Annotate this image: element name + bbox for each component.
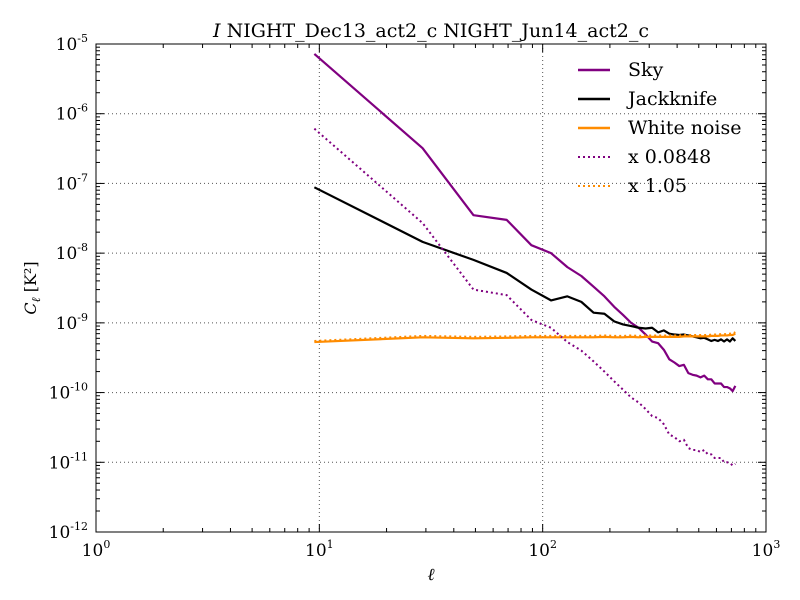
- y-axis-label: Cℓ [K²]: [21, 261, 43, 314]
- x-axis-label: ℓ: [427, 565, 434, 585]
- y-tick-label: 10-10: [49, 381, 88, 404]
- legend-label-jackknife: Jackknife: [626, 88, 717, 110]
- y-tick-label: 10-11: [49, 450, 88, 473]
- series-line-jackknife: [313, 186, 737, 343]
- legend-label-x-1-05: x 1.05: [628, 175, 687, 197]
- y-tick-label: 10-5: [56, 32, 88, 55]
- x-tick-label: 102: [528, 538, 557, 561]
- legend: Sky Jackknife White noise x 0.0848 x 1.05: [578, 59, 742, 197]
- title-stokes-symbol: I: [212, 20, 221, 42]
- x-tick-label: 100: [82, 538, 111, 561]
- plot-frame: [95, 43, 767, 533]
- plot-series: [313, 53, 737, 467]
- title-text: NIGHT_Dec13_act2_c NIGHT_Jun14_act2_c: [221, 20, 649, 42]
- x-tick-label: 101: [305, 538, 334, 561]
- legend-label-x-0-0848: x 0.0848: [628, 146, 711, 168]
- axis-ticks: [95, 44, 766, 533]
- y-tick-label: 10-7: [56, 171, 88, 194]
- axis-tick-labels: 100 101 102 103 10-12 10-11 10-10 10-9 10-8 10-7 1…: [49, 32, 781, 561]
- x-tick-label: 103: [752, 538, 781, 561]
- y-tick-label: 10-9: [56, 311, 88, 334]
- y-tick-label: 10-12: [49, 520, 88, 543]
- series-line-x-1-05: [314, 331, 736, 342]
- chart-title: I NIGHT_Dec13_act2_c NIGHT_Jun14_act2_c: [212, 20, 649, 42]
- series-line-sky: [313, 53, 737, 393]
- y-tick-label: 10-8: [56, 241, 88, 264]
- y-tick-label: 10-6: [56, 102, 88, 125]
- legend-label-white-noise: White noise: [628, 117, 742, 139]
- series-line-white-noise: [314, 332, 736, 344]
- legend-label-sky: Sky: [628, 59, 664, 81]
- grid: [96, 44, 766, 532]
